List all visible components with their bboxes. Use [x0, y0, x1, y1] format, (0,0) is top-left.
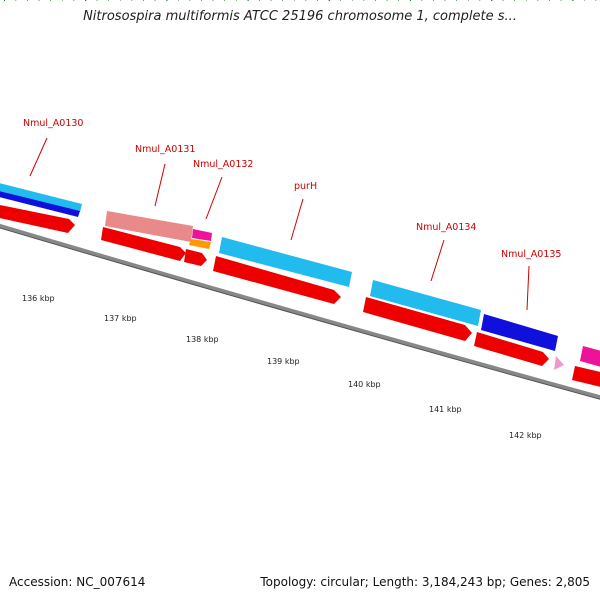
gene-label[interactable]: purH — [294, 181, 317, 192]
feature-blue-a0135[interactable] — [481, 314, 558, 351]
gene-label[interactable]: Nmul_A0132 — [193, 159, 253, 170]
gene-label[interactable]: Nmul_A0130 — [23, 118, 83, 129]
genome-summary-text: Topology: circular; Length: 3,184,243 bp… — [260, 575, 590, 589]
map-title: Nitrosospira multiformis ATCC 25196 chro… — [83, 9, 517, 24]
feature-cyan-a0134[interactable] — [370, 280, 481, 326]
gene-label[interactable]: Nmul_A0135 — [501, 249, 561, 260]
cds-arrow[interactable] — [474, 332, 549, 366]
gene-label[interactable]: Nmul_A0131 — [135, 144, 195, 155]
feature-orange-small[interactable] — [189, 239, 211, 249]
cds-arrow[interactable] — [572, 366, 600, 388]
kbp-label: 141 kbp — [429, 405, 462, 414]
feature-magenta-right[interactable] — [580, 346, 600, 368]
accession-text: Accession: NC_007614 — [9, 575, 146, 589]
kbp-label: 136 kbp — [22, 294, 55, 303]
feature-cyan-left[interactable] — [0, 182, 82, 212]
cds-track — [0, 204, 600, 388]
kbp-label: 138 kbp — [186, 335, 219, 344]
feature-cyan-purH[interactable] — [219, 237, 352, 287]
kbp-label: 140 kbp — [348, 380, 381, 389]
feature-magenta-small[interactable] — [192, 229, 212, 241]
gene-labels: Nmul_A0130 Nmul_A0131 Nmul_A0132 purH Nm… — [23, 118, 561, 311]
kbp-label: 142 kbp — [509, 431, 542, 440]
cds-arrow[interactable] — [101, 227, 186, 261]
gene-label[interactable]: Nmul_A0134 — [416, 222, 476, 233]
feature-blue-left[interactable] — [0, 190, 80, 217]
feature-track — [0, 182, 600, 370]
cds-arrow[interactable] — [363, 297, 472, 341]
feature-salmon[interactable] — [105, 211, 193, 242]
cds-arrow[interactable] — [184, 249, 207, 266]
chromosome-backbone — [0, 223, 600, 400]
kbp-label: 139 kbp — [267, 357, 300, 366]
kbp-label: 137 kbp — [104, 314, 137, 323]
kbp-labels: 136 kbp 137 kbp 138 kbp 139 kbp 140 kbp … — [22, 294, 542, 440]
cds-arrow[interactable] — [0, 204, 75, 233]
chromosome-backbone-shadow — [0, 227, 600, 400]
feature-pink-arrow[interactable] — [554, 356, 564, 370]
cds-arrow[interactable] — [213, 256, 341, 304]
